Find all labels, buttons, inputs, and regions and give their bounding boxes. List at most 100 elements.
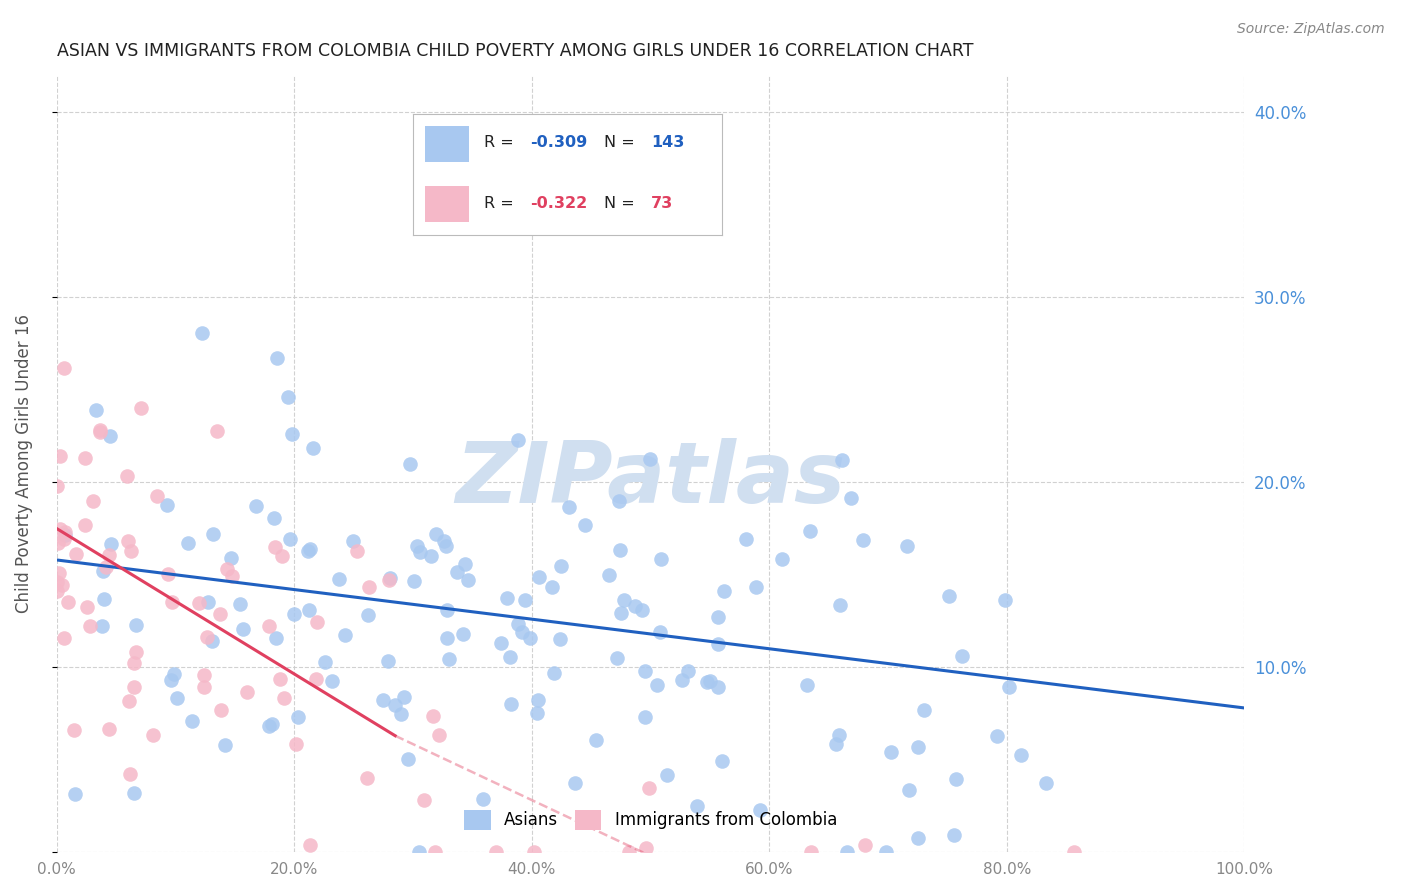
Point (201, 527, 224, 541)
Point (342, 534, 364, 549)
Point (613, 593, 636, 607)
Point (195, 630, 218, 644)
Point (399, 458, 422, 472)
Point (115, 469, 138, 483)
Point (880, 745, 903, 759)
Point (49, 522, 72, 536)
Point (696, 674, 718, 689)
Point (124, 786, 146, 800)
Point (232, 622, 254, 636)
Point (986, 729, 1008, 743)
Point (260, 716, 283, 731)
Point (190, 326, 212, 340)
Point (898, 782, 921, 797)
Point (299, 541, 322, 556)
Point (496, 591, 519, 605)
Point (299, 838, 322, 852)
Point (638, 451, 661, 466)
Point (446, 566, 468, 580)
Point (508, 433, 530, 447)
Point (550, 559, 572, 574)
Point (1063, 845, 1085, 859)
Point (302, 441, 325, 455)
Point (208, 607, 231, 622)
Point (270, 549, 292, 563)
Point (422, 709, 444, 723)
Point (160, 673, 183, 688)
Point (624, 599, 647, 614)
Point (221, 550, 243, 565)
Point (425, 845, 447, 859)
Y-axis label: Child Poverty Among Girls Under 16: Child Poverty Among Girls Under 16 (15, 314, 32, 613)
Point (377, 654, 399, 668)
Point (501, 698, 523, 712)
Point (408, 845, 430, 859)
Point (145, 489, 167, 503)
Point (543, 666, 565, 681)
Point (245, 499, 267, 513)
Point (800, 845, 823, 859)
Point (314, 655, 336, 669)
Point (484, 845, 506, 859)
Point (686, 799, 709, 814)
Point (65, 548, 87, 562)
Point (396, 752, 419, 766)
Point (269, 673, 291, 687)
Point (634, 664, 657, 678)
Point (711, 754, 734, 768)
Point (48, 566, 70, 580)
Point (564, 776, 586, 790)
Point (425, 526, 447, 541)
Point (523, 845, 546, 859)
Point (63, 723, 86, 738)
Point (120, 766, 142, 780)
Point (356, 771, 378, 785)
Point (506, 616, 529, 631)
Point (489, 636, 512, 650)
Point (277, 390, 299, 404)
Point (125, 645, 148, 659)
Point (328, 572, 350, 586)
Point (321, 674, 343, 689)
Point (938, 589, 960, 603)
Point (197, 595, 219, 609)
Point (305, 615, 328, 629)
Point (541, 580, 564, 594)
Point (378, 573, 401, 587)
Point (122, 680, 145, 694)
Point (263, 511, 285, 525)
Point (98, 428, 121, 442)
Text: Source: ZipAtlas.com: Source: ZipAtlas.com (1237, 22, 1385, 37)
Point (852, 533, 875, 547)
Point (156, 498, 179, 512)
Point (831, 453, 853, 467)
Point (574, 517, 596, 532)
Point (264, 631, 287, 645)
Point (90, 619, 112, 633)
Point (56, 595, 79, 609)
Point (45, 575, 67, 590)
Point (451, 627, 474, 641)
Point (707, 680, 730, 694)
Point (214, 738, 236, 752)
Point (209, 703, 232, 717)
Point (333, 628, 356, 642)
Point (82, 493, 104, 508)
Point (945, 772, 967, 786)
Point (46, 536, 69, 550)
Point (706, 637, 728, 651)
Point (163, 666, 186, 681)
Point (1035, 776, 1057, 790)
Point (1010, 748, 1032, 763)
Point (201, 633, 224, 648)
Point (907, 739, 929, 754)
Point (799, 524, 821, 539)
Point (257, 719, 280, 733)
Point (287, 710, 309, 724)
Point (950, 649, 973, 664)
Point (634, 840, 657, 855)
Point (51, 578, 73, 592)
Point (650, 552, 672, 566)
Point (160, 595, 183, 609)
Point (835, 845, 858, 859)
